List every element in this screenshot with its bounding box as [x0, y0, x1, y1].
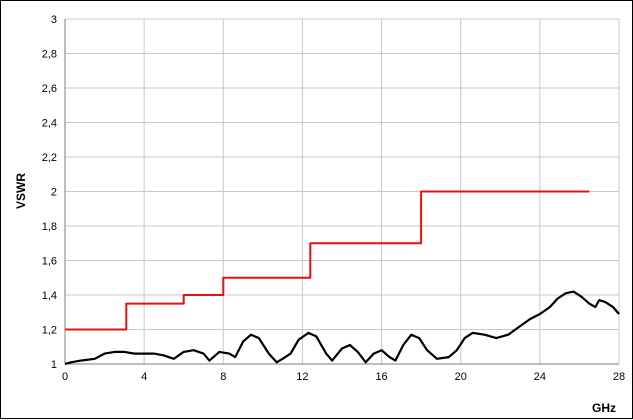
limit-step-line	[65, 190, 590, 331]
y-tick-label: 1,2	[42, 325, 57, 337]
y-tick-label: 1,6	[42, 256, 57, 268]
y-tick-label: 2,2	[42, 152, 57, 164]
y-tick-label: 1,4	[42, 290, 57, 302]
x-tick-label: 12	[296, 371, 308, 383]
y-tick-label: 2,8	[42, 49, 57, 61]
y-tick-label: 1,8	[42, 221, 57, 233]
measured-vswr-line	[64, 290, 620, 366]
series-layer	[64, 190, 620, 366]
x-tick-label: 24	[534, 371, 546, 383]
y-axis-label: VSWR	[14, 173, 28, 209]
x-tick-label: 20	[455, 371, 467, 383]
x-tick-label: 16	[375, 371, 387, 383]
x-tick-label: 0	[62, 371, 68, 383]
y-tick-label: 2,4	[42, 118, 57, 130]
y-tick-label: 2	[51, 187, 57, 199]
y-tick-label: 3	[51, 14, 57, 26]
y-tick-label: 1	[51, 359, 57, 371]
tick-labels: 1 1,2 1,4 1,6 1,8 2 2,2 2,4 2,6 2,8 3 0 4 8 12 16 20 24 28	[42, 14, 625, 383]
y-tick-label: 2,6	[42, 83, 57, 95]
x-tick-label: 8	[220, 371, 226, 383]
x-tick-label: 28	[613, 371, 625, 383]
axes	[64, 19, 619, 365]
x-axis-label: GHz	[592, 401, 616, 415]
grid	[64, 18, 620, 365]
x-tick-label: 4	[141, 371, 147, 383]
